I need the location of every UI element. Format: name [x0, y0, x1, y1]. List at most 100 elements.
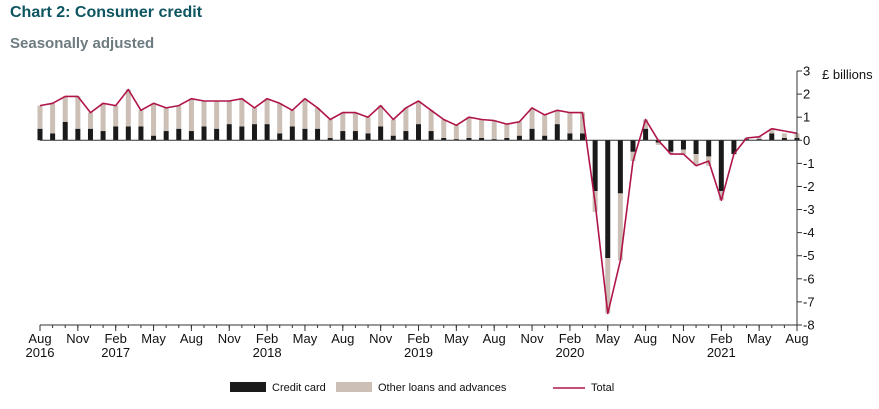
credit-card-bar — [617, 140, 623, 194]
credit-card-bar — [403, 131, 409, 141]
other-loans-bar — [163, 107, 169, 132]
other-loans-bar — [504, 124, 510, 138]
x-tick-label-month: Aug — [785, 331, 808, 346]
credit-card-bar — [62, 121, 68, 141]
credit-card-bar — [289, 126, 295, 141]
credit-card-bar — [592, 140, 598, 192]
chart-subtitle: Seasonally adjusted — [10, 35, 155, 52]
other-loans-bar — [580, 112, 586, 134]
credit-card-bar — [466, 137, 472, 141]
credit-card-bar — [315, 128, 321, 141]
credit-card-bar — [87, 128, 93, 141]
credit-card-bar — [441, 137, 447, 141]
other-loans-bar — [453, 125, 459, 140]
other-loans-bar — [542, 114, 548, 136]
x-tick-label-month: Aug — [483, 331, 506, 346]
credit-card-bar — [504, 137, 510, 141]
other-loans-bar — [428, 110, 434, 132]
credit-card-bar — [680, 140, 686, 150]
credit-card-bar — [693, 140, 699, 155]
credit-card-bar — [416, 124, 421, 141]
other-loans-bar — [188, 98, 194, 132]
other-loans-bar — [390, 119, 396, 136]
credit-card-bar — [491, 139, 497, 141]
other-loans-bar — [718, 191, 724, 201]
credit-card-bar — [668, 140, 674, 152]
credit-card-bar — [226, 124, 232, 141]
x-tick-label-month: Feb — [256, 331, 278, 346]
other-loans-bar — [50, 103, 56, 134]
credit-card-bar — [264, 124, 270, 141]
other-loans-bar — [403, 107, 409, 132]
x-tick-label-month: Feb — [710, 331, 732, 346]
other-loans-bar — [769, 128, 775, 134]
total-line — [39, 88, 798, 315]
y-tick-label: -5 — [803, 248, 815, 263]
unit-label: £ billions — [822, 67, 873, 82]
total-line-layer — [39, 88, 798, 315]
x-tick-label-year: 2016 — [26, 345, 55, 360]
credit-card-bar — [251, 124, 257, 141]
y-tick-label: 1 — [803, 110, 810, 125]
credit-card-bar — [706, 140, 712, 157]
x-tick-label-month: Aug — [28, 331, 51, 346]
other-loans-bar — [781, 133, 787, 138]
credit-card-bar — [327, 137, 333, 141]
credit-card-bar — [50, 133, 56, 141]
credit-card-bar — [390, 135, 396, 141]
other-loans-bar — [302, 98, 308, 129]
x-tick-label-year: 2019 — [404, 345, 433, 360]
other-loans-bar — [113, 105, 119, 127]
y-tick-label: -1 — [803, 156, 815, 171]
other-loans-bar — [264, 98, 270, 125]
other-loans-bar — [340, 112, 346, 132]
credit-card-bar — [428, 131, 434, 141]
x-tick-label-month: May — [595, 331, 620, 346]
credit-card-bar — [529, 128, 535, 141]
x-tick-label-month: May — [444, 331, 469, 346]
other-loans-bar — [251, 107, 257, 125]
x-tick-label-month: Aug — [331, 331, 354, 346]
credit-card-bar — [554, 124, 560, 141]
other-loans-bar — [516, 121, 522, 136]
x-tick-label-month: May — [293, 331, 318, 346]
legend: Credit card Other loans and advances Total — [230, 382, 614, 394]
other-loans-bar — [239, 98, 245, 127]
y-tick-label: -8 — [803, 318, 815, 333]
other-loans-bar — [630, 151, 636, 162]
credit-card-bar — [516, 135, 522, 141]
legend-other-loans-label: Other loans and advances — [378, 382, 507, 394]
y-tick-label: 0 — [803, 133, 810, 148]
credit-card-bar — [201, 126, 207, 141]
credit-card-bar — [163, 131, 169, 141]
x-tick-label-month: May — [747, 331, 772, 346]
x-tick-label-year: 2017 — [101, 345, 130, 360]
x-tick-label-month: Nov — [520, 331, 544, 346]
credit-card-bar — [239, 126, 245, 141]
y-tick-label: -4 — [803, 225, 815, 240]
x-tick-label-month: May — [141, 331, 166, 346]
credit-card-bar — [479, 137, 485, 141]
other-loans-bar — [479, 119, 485, 138]
credit-card-bar — [605, 140, 611, 259]
credit-card-bar — [378, 126, 384, 141]
other-loans-bar — [352, 112, 358, 132]
credit-card-bar — [151, 135, 157, 141]
other-loans-bar — [554, 110, 560, 125]
credit-card-bar — [643, 128, 649, 141]
x-tick-label-month: Nov — [218, 331, 242, 346]
y-tick-label: -7 — [803, 294, 815, 309]
y-tick-label: -2 — [803, 179, 815, 194]
y-tick-label: 3 — [803, 64, 810, 79]
other-loans-bar — [176, 105, 182, 129]
chart-title: Chart 2: Consumer credit — [10, 4, 203, 21]
x-tick-label-year: 2021 — [707, 345, 736, 360]
legend-other-loans-swatch — [336, 382, 372, 392]
other-loans-bar — [643, 119, 649, 129]
other-loans-bar — [100, 103, 106, 132]
credit-card-bar — [542, 135, 548, 141]
other-loans-bar — [87, 112, 93, 129]
other-loans-bar — [680, 149, 686, 155]
